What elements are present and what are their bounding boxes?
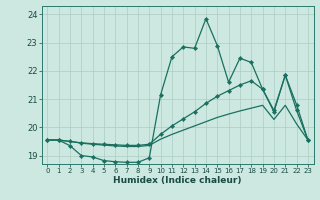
X-axis label: Humidex (Indice chaleur): Humidex (Indice chaleur) bbox=[113, 176, 242, 185]
